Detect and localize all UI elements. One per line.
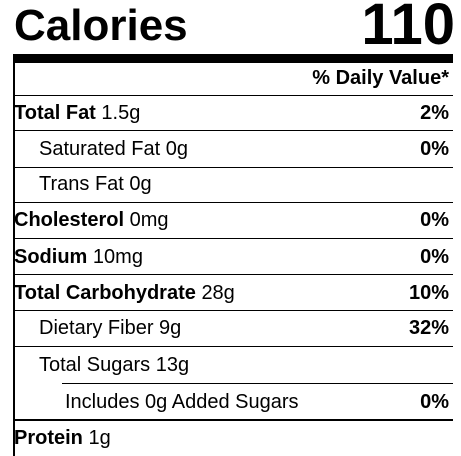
dv-header-row: % Daily Value* [14,65,449,91]
amount: 9g [159,317,182,339]
amount: 28g [201,282,235,304]
calories-label: Calories [14,1,188,50]
rule [13,238,453,239]
amount: 10mg [92,246,143,268]
row: Saturated Fat 0g 0% [14,136,449,162]
dv: 0% [420,246,449,268]
amount: 1g [88,427,111,449]
row: Sodium 10mg 0% [14,244,449,270]
dv: 0% [420,209,449,231]
calories-value: 110 [361,0,455,57]
dv: 2% [420,102,449,124]
nutrient: Sodium [14,246,88,268]
nutrient: Total Fat [14,102,96,124]
row: Trans Fat 0g [14,171,449,197]
nutrient: Total Carbohydrate [14,282,196,304]
dv: 32% [408,317,449,339]
rule [13,419,453,421]
row: Includes 0g Added Sugars 0% [14,389,449,415]
dv: 0% [420,138,449,160]
row: Cholesterol 0mg 0% [14,207,449,233]
nutrient: Dietary Fiber [39,317,154,339]
rule [13,95,453,96]
dv: 0% [420,391,449,413]
dv-header: % Daily Value* [312,67,449,89]
rule [13,202,453,203]
nutrient: Total Sugars [39,354,151,376]
amount: 0g [129,173,152,195]
amount: 0g [165,138,188,160]
nutrient: Protein [14,427,83,449]
rule [13,274,453,275]
row: Total Sugars 13g [14,352,449,378]
left-border [13,60,15,456]
amount: 13g [155,354,190,376]
row: Total Carbohydrate 28g 10% [14,280,449,306]
dv: 10% [408,282,449,304]
amount: 0mg [129,209,169,231]
rule [62,383,453,384]
rule [13,167,453,168]
row: Dietary Fiber 9g 32% [14,315,449,341]
nutrient: Includes 0g Added Sugars [65,391,299,413]
amount: 1.5g [101,102,141,124]
row: Total Fat 1.5g 2% [14,100,449,126]
nutrient: Trans Fat [39,173,124,195]
rule [13,310,453,311]
nutrient: Saturated Fat [39,138,161,160]
nutrient: Cholesterol [14,209,125,231]
rule [13,130,453,131]
thick-rule [13,54,453,63]
rule [13,346,453,347]
row: Protein 1g [14,425,449,451]
